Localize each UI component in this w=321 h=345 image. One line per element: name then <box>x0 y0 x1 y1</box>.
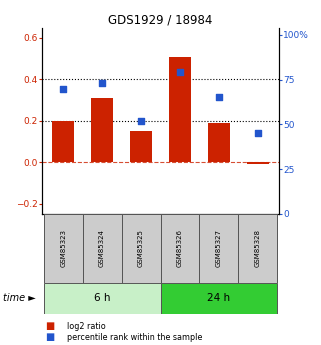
Point <box>255 130 260 136</box>
Point <box>100 80 105 86</box>
Text: ■: ■ <box>45 321 54 331</box>
Text: 6 h: 6 h <box>94 294 110 303</box>
Point <box>216 95 221 100</box>
Bar <box>122 214 160 283</box>
Bar <box>160 283 277 314</box>
Text: GSM85324: GSM85324 <box>99 229 105 267</box>
Text: GSM85328: GSM85328 <box>255 229 261 267</box>
Bar <box>82 214 122 283</box>
Bar <box>208 123 230 162</box>
Bar <box>199 214 239 283</box>
Bar <box>130 131 152 162</box>
Text: GSM85326: GSM85326 <box>177 229 183 267</box>
Title: GDS1929 / 18984: GDS1929 / 18984 <box>108 13 213 27</box>
Text: GSM85327: GSM85327 <box>216 229 222 267</box>
Point <box>138 118 143 124</box>
Bar <box>91 98 113 162</box>
Point <box>61 86 66 91</box>
Bar <box>44 283 160 314</box>
Bar <box>44 214 82 283</box>
Bar <box>247 162 269 164</box>
Bar <box>52 121 74 162</box>
Point <box>178 70 183 75</box>
Bar <box>239 214 277 283</box>
Text: GSM85325: GSM85325 <box>138 229 144 267</box>
Text: percentile rank within the sample: percentile rank within the sample <box>67 333 203 342</box>
Bar <box>169 57 191 162</box>
Text: 24 h: 24 h <box>207 294 230 303</box>
Text: log2 ratio: log2 ratio <box>67 322 106 331</box>
Bar <box>160 214 199 283</box>
Text: ■: ■ <box>45 333 54 342</box>
Text: GSM85323: GSM85323 <box>60 229 66 267</box>
Text: time ►: time ► <box>3 294 36 303</box>
